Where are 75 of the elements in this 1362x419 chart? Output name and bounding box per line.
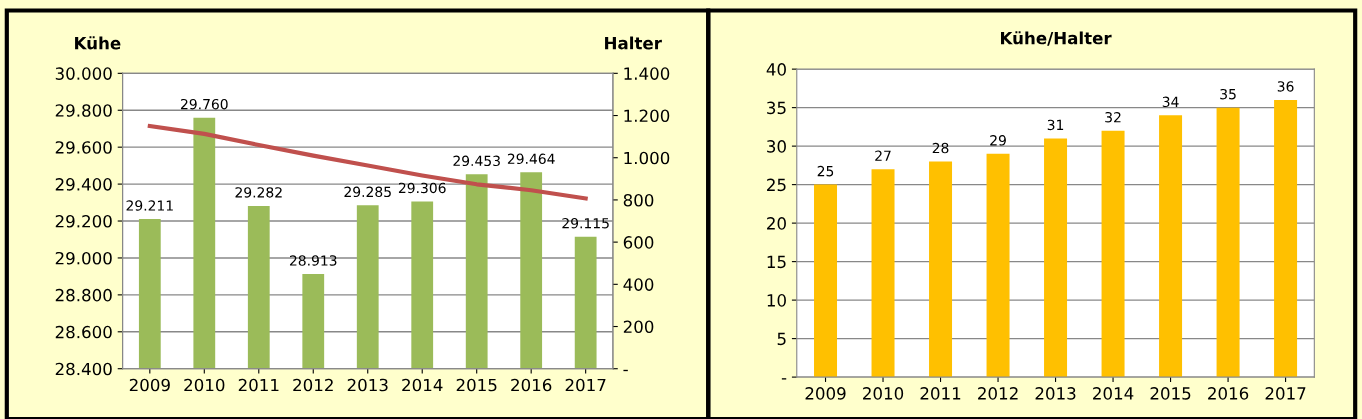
x-tick-label: 2017 [1265, 387, 1306, 400]
bar [929, 161, 953, 378]
data-label: 29.760 [181, 98, 228, 110]
data-label: 36 [1277, 81, 1294, 92]
data-label: 29.115 [562, 217, 609, 229]
data-label: 29.453 [453, 155, 500, 167]
x-tick-label: 2012 [978, 387, 1018, 400]
y-tick-label: - [781, 378, 787, 380]
y2-tick-label: - [623, 369, 628, 372]
data-label: 34 [1162, 96, 1179, 108]
line-series [147, 123, 588, 201]
x-tick-label: 2009 [805, 387, 846, 400]
bar [986, 153, 1010, 378]
data-label: 27 [875, 150, 891, 161]
y-tick-label: 35 [767, 101, 786, 115]
y-tick-label: 28.800 [55, 288, 112, 302]
chart-title: Kühe/Halter [1001, 31, 1112, 46]
bar [1159, 115, 1183, 378]
y-tick-label: 5 [777, 332, 786, 346]
y-axis-title: Kühe [75, 36, 121, 50]
y-tick-label: 29.000 [55, 251, 112, 265]
x-tick-label: 2014 [1093, 387, 1134, 400]
y-tick-label: 30.000 [55, 67, 112, 80]
y2-tick-label: 1.000 [624, 151, 670, 165]
bar [1044, 138, 1068, 378]
x-tick-label: 2016 [1208, 387, 1249, 400]
x-tick-label: 2011 [238, 378, 279, 392]
y-tick-label: 20 [767, 217, 786, 230]
y-tick-label: 29.200 [55, 214, 112, 228]
y-tick-label: 29.600 [55, 141, 112, 154]
data-label: 28.913 [289, 255, 337, 266]
data-label: 35 [1220, 88, 1236, 100]
y2-tick-label: 1.200 [624, 109, 670, 123]
y-tick-label: 15 [767, 255, 786, 269]
y-tick-label: 28.600 [55, 325, 112, 339]
x-tick-label: 2016 [511, 378, 552, 392]
data-label: 29 [990, 135, 1006, 146]
y2-tick-label: 800 [623, 193, 654, 207]
y-tick-label: 40 [766, 63, 786, 76]
y2-tick-label: 200 [623, 320, 654, 334]
data-label: 32 [1105, 111, 1121, 123]
x-tick-label: 2013 [347, 378, 388, 392]
bar [871, 169, 895, 378]
data-label: 29.464 [507, 153, 555, 165]
y-tick-label: 29.800 [55, 104, 112, 117]
data-label: 25 [817, 165, 834, 177]
bar [1101, 130, 1125, 378]
bar [1274, 99, 1298, 378]
x-tick-label: 2011 [920, 387, 961, 400]
data-label: 31 [1047, 119, 1064, 131]
y2-tick-label: 600 [623, 236, 654, 249]
x-tick-label: 2014 [402, 378, 443, 392]
y-tick-label: 29.400 [55, 178, 112, 191]
data-label: 29.285 [344, 186, 391, 198]
bar [814, 184, 838, 378]
bar [1216, 107, 1240, 378]
x-tick-label: 2013 [1035, 387, 1076, 400]
y2-tick-label: 1.400 [624, 67, 670, 80]
data-label: 29.306 [398, 182, 446, 194]
y2-axis-title: Halter [605, 36, 662, 50]
y-tick-label: 10 [767, 294, 786, 307]
x-tick-label: 2010 [863, 387, 904, 400]
x-tick-label: 2017 [565, 378, 606, 392]
x-tick-label: 2015 [456, 378, 497, 392]
data-label: 29.282 [235, 187, 282, 198]
y-tick-label: 25 [767, 178, 786, 192]
data-label: 28 [932, 142, 949, 154]
x-tick-label: 2009 [129, 378, 170, 392]
y-tick-label: 28.400 [55, 362, 112, 376]
x-tick-label: 2012 [293, 378, 333, 392]
x-tick-label: 2015 [1150, 387, 1191, 400]
y-tick-label: 30 [767, 140, 786, 153]
x-tick-label: 2010 [184, 378, 225, 392]
data-label: 29.211 [126, 200, 173, 211]
y2-tick-label: 400 [623, 278, 654, 291]
